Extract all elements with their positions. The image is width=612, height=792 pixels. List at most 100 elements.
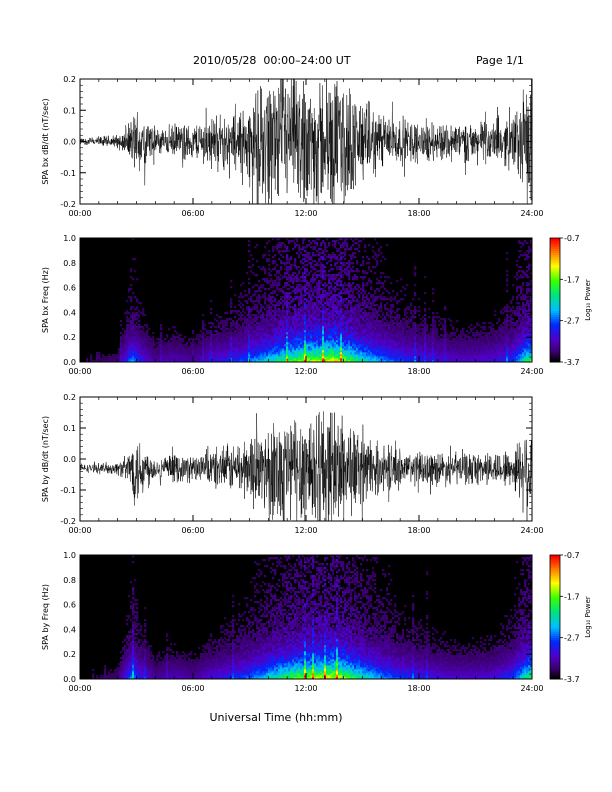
spectrogram-cell	[294, 260, 296, 262]
spectrogram-cell	[270, 358, 272, 360]
spectrogram-cell	[358, 352, 360, 354]
spectrogram-cell	[324, 282, 326, 284]
spectrogram-cell	[366, 344, 368, 346]
spectrogram-cell	[408, 308, 410, 310]
spectrogram-cell	[266, 316, 268, 318]
spectrogram-cell	[266, 330, 268, 332]
spectrogram-cell	[342, 330, 344, 332]
spectrogram-cell	[346, 290, 348, 292]
spectrogram-cell	[296, 330, 298, 332]
spectrogram-cell	[238, 324, 240, 326]
spectrogram-cell	[208, 346, 210, 348]
spectrogram-cell	[206, 330, 208, 332]
spectrogram-cell	[178, 356, 180, 358]
spectrogram-cell	[294, 342, 296, 344]
spectrogram-cell	[380, 304, 382, 306]
spectrogram-cell	[226, 320, 228, 322]
spectrogram-cell	[200, 352, 202, 354]
spectrogram-cell	[330, 334, 332, 336]
spectrogram-cell	[302, 300, 304, 302]
spectrogram-cell	[372, 344, 374, 346]
spectrogram-cell	[444, 334, 446, 336]
spectrogram-cell	[298, 314, 300, 316]
spectrogram-cell	[250, 316, 252, 318]
spectrogram-cell	[388, 354, 390, 356]
spectrogram-cell	[294, 244, 296, 246]
spectrogram-cell	[300, 322, 302, 324]
spectrogram-cell	[338, 358, 340, 360]
spectrogram-cell	[200, 346, 202, 348]
spectrogram-cell	[214, 330, 216, 332]
spectrogram-cell	[380, 306, 382, 308]
spectrogram-cell	[404, 328, 406, 330]
spectrogram-cell	[372, 356, 374, 358]
spectrogram-cell	[150, 338, 152, 340]
spectrogram-cell	[280, 274, 282, 276]
spectrogram-cell	[360, 314, 362, 316]
spectrogram-cell	[234, 306, 236, 308]
spectrogram-cell	[262, 306, 264, 308]
spectrogram-cell	[224, 356, 226, 358]
spectrogram-cell	[188, 338, 190, 340]
spectrogram-cell	[202, 338, 204, 340]
spectrogram-cell	[202, 358, 204, 360]
spectrogram-cell	[214, 336, 216, 338]
spectrogram-cell	[272, 250, 274, 252]
spectrogram-cell	[400, 326, 402, 328]
spectrogram-cell	[324, 308, 326, 310]
spectrogram-cell	[248, 346, 250, 348]
spectrogram-cell	[290, 328, 292, 330]
spectrogram-cell	[306, 298, 308, 300]
spectrogram-cell	[366, 320, 368, 322]
spectrogram-cell	[364, 284, 366, 286]
spectrogram-cell	[332, 276, 334, 278]
spectrogram-cell	[274, 320, 276, 322]
spectrogram-cell	[290, 354, 292, 356]
spectrogram-cell	[348, 342, 350, 344]
spectrogram-cell	[212, 348, 214, 350]
spectrogram-cell	[180, 350, 182, 352]
spectrogram-cell	[164, 346, 166, 348]
spectrogram-cell	[250, 326, 252, 328]
spectrogram-cell	[300, 286, 302, 288]
spectrogram-cell	[370, 302, 372, 304]
spectrogram-cell	[162, 358, 164, 360]
spectrogram-cell	[302, 286, 304, 288]
spectrogram-cell	[136, 342, 138, 344]
spectrogram-cell	[426, 330, 428, 332]
spectrogram-cell	[270, 336, 272, 338]
spectrogram-cell	[230, 300, 232, 302]
spectrogram-cell	[400, 352, 402, 354]
spectrogram-cell	[372, 326, 374, 328]
spectrogram-cell	[250, 314, 252, 316]
spectrogram-cell	[258, 300, 260, 302]
spectrogram-cell	[342, 334, 344, 336]
spectrogram-cell	[328, 292, 330, 294]
spectrogram-cell	[152, 346, 154, 348]
spectrogram-cell	[264, 328, 266, 330]
spectrogram-cell	[356, 344, 358, 346]
spectrogram-cell	[254, 300, 256, 302]
spectrogram-cell	[238, 330, 240, 332]
spectrogram-cell	[380, 286, 382, 288]
spectrogram-cell	[326, 338, 328, 340]
spectrogram-cell	[200, 340, 202, 342]
spectrogram-cell	[312, 252, 314, 254]
spectrogram-cell	[368, 352, 370, 354]
spectrogram-cell	[128, 350, 130, 352]
spectrogram-cell	[298, 254, 300, 256]
spectrogram-cell	[336, 328, 338, 330]
spectrogram-cell	[354, 334, 356, 336]
spectrogram-cell	[254, 352, 256, 354]
spectrogram-cell	[368, 280, 370, 282]
spectrogram-cell	[412, 340, 414, 342]
spectrogram-cell	[90, 354, 92, 356]
spectrogram-cell	[336, 314, 338, 316]
spectrogram-cell	[446, 350, 448, 352]
spectrogram-cell	[288, 288, 290, 290]
spectrogram-cell	[382, 342, 384, 344]
spectrogram-cell	[236, 354, 238, 356]
spectrogram-cell	[266, 298, 268, 300]
spectrogram-cell	[258, 296, 260, 298]
spectrogram-cell	[280, 250, 282, 252]
